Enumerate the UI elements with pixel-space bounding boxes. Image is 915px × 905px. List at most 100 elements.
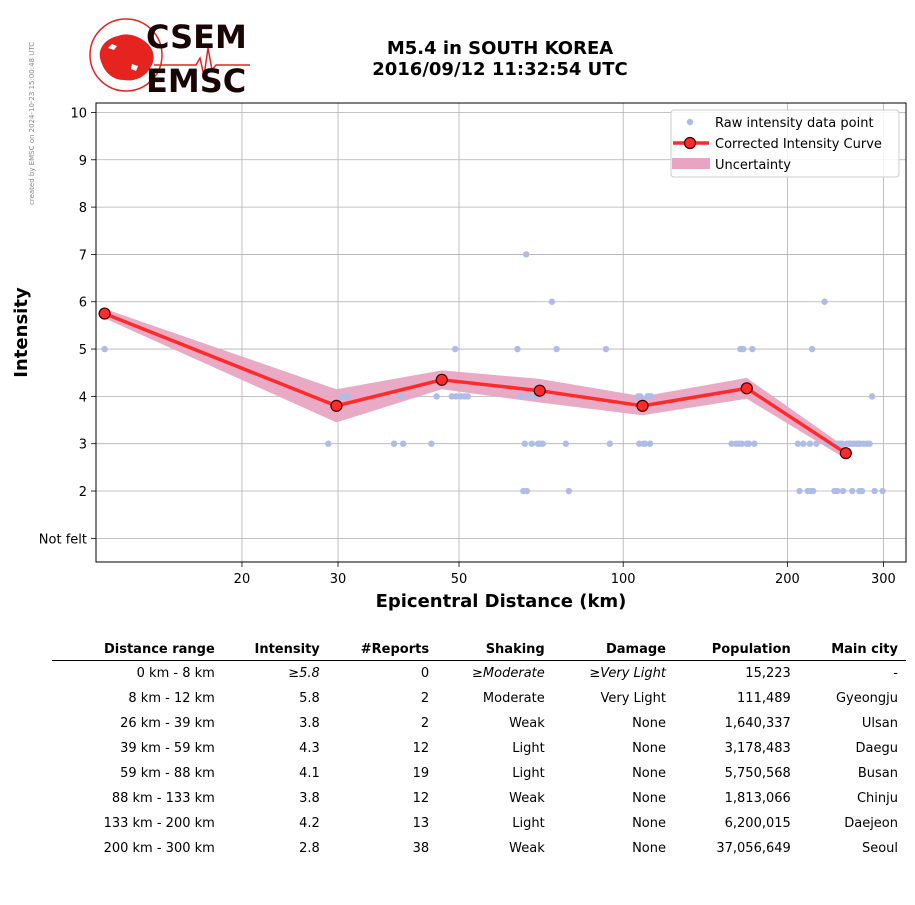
x-tick-label: 200 xyxy=(775,572,800,587)
raw-intensity-point xyxy=(809,487,817,495)
raw-intensity-point xyxy=(338,393,346,400)
table-cell-population: 15,223 xyxy=(745,666,791,681)
curve-point xyxy=(740,382,753,395)
intensity-chart: 20 30 50 100 200 300 Not felt 2 3 4 5 6 7 8 9 10 Epicent… xyxy=(11,102,907,612)
table-cell-damage: None xyxy=(632,716,666,731)
title-event: M5.4 in SOUTH KOREA xyxy=(386,38,614,59)
legend-label: Uncertainty xyxy=(715,158,791,173)
legend-raw-marker xyxy=(686,118,694,126)
raw-intensity-point xyxy=(838,440,846,447)
y-tick-label: 10 xyxy=(70,106,87,121)
table-header-cell: Damage xyxy=(552,640,674,661)
table-header-row: Distance range Intensity #Reports Shaking Da… xyxy=(52,640,906,661)
table-cell-intensity: 4.1 xyxy=(299,766,320,781)
raw-intensity-point xyxy=(514,345,521,353)
curve-point xyxy=(533,384,546,397)
table-body: 0 km - 8 km ≥5.8 0 ≥Moderate ≥Very Light 15,2… xyxy=(52,661,906,862)
table-cell-damage: None xyxy=(632,841,666,856)
table-cell-population: 1,813,066 xyxy=(724,791,791,806)
raw-intensity-point xyxy=(800,440,807,447)
table-cell-intensity: 3.8 xyxy=(299,716,320,731)
table-cell-reports: 12 xyxy=(412,791,430,806)
legend-label: Raw intensity data point xyxy=(715,116,874,131)
x-tick-label: 30 xyxy=(330,572,347,587)
table-cell-reports: 19 xyxy=(412,766,430,781)
table-cell-population: 1,640,337 xyxy=(724,716,791,731)
table-cell-shaking: Weak xyxy=(509,716,545,731)
table-cell-range: 39 km - 59 km xyxy=(120,741,215,756)
table-cell-shaking: Moderate xyxy=(482,691,545,706)
intensity-table: Distance range Intensity #Reports Shaking Da… xyxy=(52,640,906,861)
table-cell-city: Daejeon xyxy=(844,816,898,831)
y-tick-label: 5 xyxy=(79,343,87,358)
raw-intensity-point xyxy=(522,251,530,258)
table-cell-range: 0 km - 8 km xyxy=(136,666,215,681)
raw-intensity-point xyxy=(871,487,878,495)
table-row: 88 km - 133 km 3.8 12 Weak None 1,813,066 Chin… xyxy=(52,786,906,811)
table-cell-damage: None xyxy=(632,791,666,806)
legend-box xyxy=(670,109,900,178)
raw-intensity-point xyxy=(821,298,828,305)
table-header-cell: #Reports xyxy=(327,640,438,661)
table-cell-range: 8 km - 12 km xyxy=(128,691,215,706)
table-cell-shaking: Weak xyxy=(509,841,545,856)
raw-intensity-point xyxy=(636,440,643,447)
raw-intensity-point xyxy=(806,440,814,447)
y-tick-label: 3 xyxy=(79,438,87,453)
csem-emsc-logo: CSEM EMSC xyxy=(88,18,254,100)
logo-text-csem: CSEM xyxy=(146,18,247,56)
table-cell-population: 6,200,015 xyxy=(724,816,791,831)
table-cell-intensity: 4.2 xyxy=(299,816,320,831)
raw-intensity-point xyxy=(813,440,820,447)
raw-intensity-point xyxy=(525,393,533,400)
table-cell-intensity: 4.3 xyxy=(299,741,320,756)
table-cell-intensity: 5.8 xyxy=(299,691,320,706)
table-cell-city: Daegu xyxy=(855,741,898,756)
raw-intensity-point xyxy=(325,440,332,447)
raw-intensity-point xyxy=(751,440,758,447)
table-cell-reports: 38 xyxy=(412,841,430,856)
x-axis-label: Epicentral Distance (km) xyxy=(376,591,627,612)
x-tick-label: 300 xyxy=(871,572,896,587)
table-row: 26 km - 39 km 3.8 2 Weak None 1,640,337 Ulsan xyxy=(52,711,906,736)
table-header-cell: Main city xyxy=(798,640,906,661)
curve-point xyxy=(636,399,649,412)
table-row: 133 km - 200 km 4.2 13 Light None 6,200,015 Da… xyxy=(52,811,906,836)
raw-intensity-point xyxy=(646,440,654,447)
table-row: 200 km - 300 km 2.8 38 Weak None 37,056,649 Se… xyxy=(52,836,906,861)
table-cell-range: 200 km - 300 km xyxy=(103,841,215,856)
table-header-cell: Shaking xyxy=(437,640,553,661)
table-cell-damage: ≥Very Light xyxy=(589,666,666,681)
raw-intensity-point xyxy=(866,440,873,447)
table-cell-reports: 2 xyxy=(420,691,430,706)
table-cell-population: 3,178,483 xyxy=(724,741,791,756)
raw-intensity-point xyxy=(521,440,528,447)
table-cell-city: Seoul xyxy=(861,841,898,856)
raw-intensity-point xyxy=(517,393,524,400)
raw-intensity-point xyxy=(647,393,655,400)
y-tick-label: 6 xyxy=(79,296,87,311)
raw-intensity-point xyxy=(858,487,866,495)
raw-intensity-point xyxy=(399,440,407,447)
raw-intensity-point xyxy=(879,487,886,495)
y-tick-label: 2 xyxy=(79,485,87,500)
x-tick-label: 20 xyxy=(234,572,251,587)
table-cell-range: 59 km - 88 km xyxy=(120,766,215,781)
table-cell-city: Chinju xyxy=(856,791,898,806)
chart-title: M5.4 in SOUTH KOREA 2016/09/12 11:32:54 … xyxy=(300,38,700,80)
raw-intensity-point xyxy=(539,440,546,447)
table-cell-reports: 2 xyxy=(420,716,430,731)
raw-intensity-point xyxy=(749,345,756,353)
table-row: 8 km - 12 km 5.8 2 Moderate Very Light 111,48… xyxy=(52,686,906,711)
raw-intensity-point xyxy=(637,393,644,400)
raw-intensity-point xyxy=(834,487,841,495)
table-cell-range: 26 km - 39 km xyxy=(120,716,215,731)
table-cell-reports: 0 xyxy=(420,666,430,681)
y-tick-label: 4 xyxy=(79,390,87,405)
raw-intensity-point xyxy=(745,440,753,447)
table-cell-shaking: Light xyxy=(512,741,545,756)
table-cell-reports: 12 xyxy=(412,741,430,756)
table-cell-damage: None xyxy=(632,766,666,781)
axes: 20 30 50 100 200 300 Not felt 2 3 4 5 6 7 8 9 10 Epicent… xyxy=(11,102,907,612)
raw-intensity-point xyxy=(849,487,856,495)
